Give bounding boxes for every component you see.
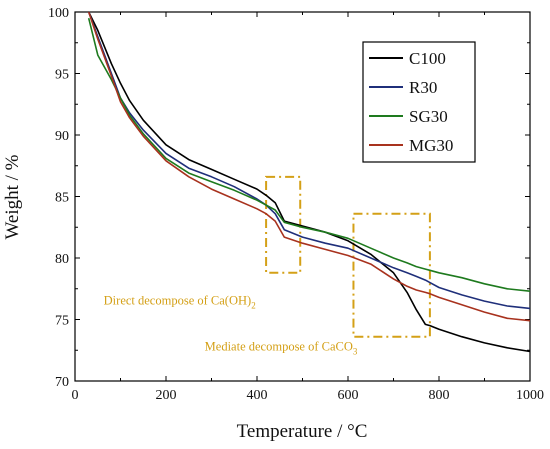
annotation-label-1: Direct decompose of Ca(OH)2 [104,294,256,311]
y-tick-label: 75 [55,314,69,329]
legend-label-r30: R30 [409,78,437,97]
annotation-labels: Direct decompose of Ca(OH)2 Mediate decom… [104,294,358,357]
y-axis-title: Weight / % [2,154,23,239]
x-axis-title: Temperature / °C [237,421,368,442]
x-tick-label: 400 [247,388,268,403]
x-tick-label: 1000 [516,388,544,403]
series-line-c100 [87,11,531,353]
legend-label-sg30: SG30 [409,107,448,126]
legend-label-mg30: MG30 [409,136,453,155]
x-tick-label: 200 [156,388,177,403]
legend-label-c100: C100 [409,49,446,68]
legend: C100 R30 SG30 MG30 [362,41,476,163]
series-line-r30 [87,11,531,310]
series-line-sg30 [87,18,531,292]
series-line-mg30 [87,11,531,322]
ticks-layer: 0 200 400 600 800 1000 70 75 80 85 90 95 100 [48,6,544,403]
y-tick-label: 80 [55,252,69,267]
annotation-label-2: Mediate decompose of CaCO3 [205,339,358,356]
y-tick-label: 70 [55,375,69,390]
y-tick-label: 100 [48,6,69,21]
annotation-boxes [265,175,431,338]
x-tick-label: 600 [338,388,359,403]
y-tick-label: 90 [55,129,69,144]
series-layer [87,11,531,353]
y-tick-label: 95 [55,68,69,83]
legend-box [362,41,476,163]
x-tick-label: 800 [429,388,450,403]
y-tick-label: 85 [55,191,69,206]
annotation-box-2 [352,212,431,338]
x-tick-label: 0 [72,388,79,403]
